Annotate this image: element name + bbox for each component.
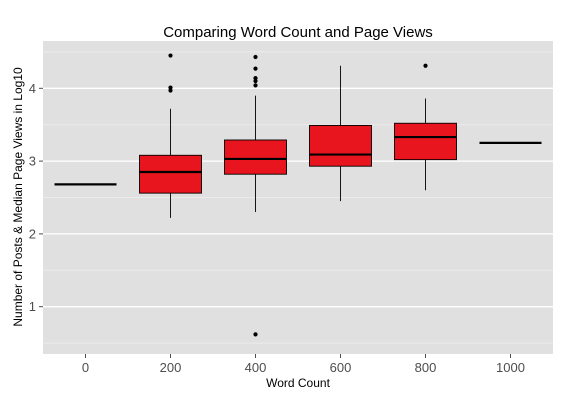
outlier-point (253, 54, 258, 60)
x-tick-label: 400 (245, 360, 267, 375)
box (224, 139, 287, 175)
box (394, 122, 457, 161)
y-tick-label: 4 (29, 81, 36, 96)
y-axis-label: Number of Posts & Median Page Views in L… (11, 67, 25, 327)
x-tick-label: 1000 (496, 360, 525, 375)
y-tick-label: 2 (29, 226, 36, 241)
axis-ticks: 1 2 3 4 0 200 400 600 800 1000 (29, 81, 525, 375)
chart-title: Comparing Word Count and Page Views (163, 24, 433, 41)
x-axis-label: Word Count (266, 376, 330, 390)
outlier-point (253, 332, 258, 337)
boxplot-400 (224, 54, 287, 337)
outlier-point (253, 66, 258, 71)
boxplots (54, 53, 542, 337)
boxplot-800 (394, 63, 457, 191)
outlier-point (253, 78, 258, 84)
outlier-point (168, 53, 173, 58)
grid (43, 51, 553, 344)
boxplot-600 (309, 65, 372, 202)
outlier-point (253, 76, 258, 81)
x-tick-label: 800 (415, 360, 437, 375)
outlier-point (168, 85, 173, 90)
y-tick-label: 3 (29, 154, 36, 169)
y-tick-label: 1 (29, 299, 36, 314)
box (139, 154, 202, 194)
boxplot-200 (139, 53, 202, 218)
outlier-point (168, 88, 173, 93)
box (309, 124, 372, 167)
outlier-point (423, 63, 428, 68)
x-tick-label: 600 (330, 360, 352, 375)
x-tick-label: 200 (160, 360, 182, 375)
outlier-point (253, 83, 258, 88)
x-tick-label: 0 (82, 360, 89, 375)
